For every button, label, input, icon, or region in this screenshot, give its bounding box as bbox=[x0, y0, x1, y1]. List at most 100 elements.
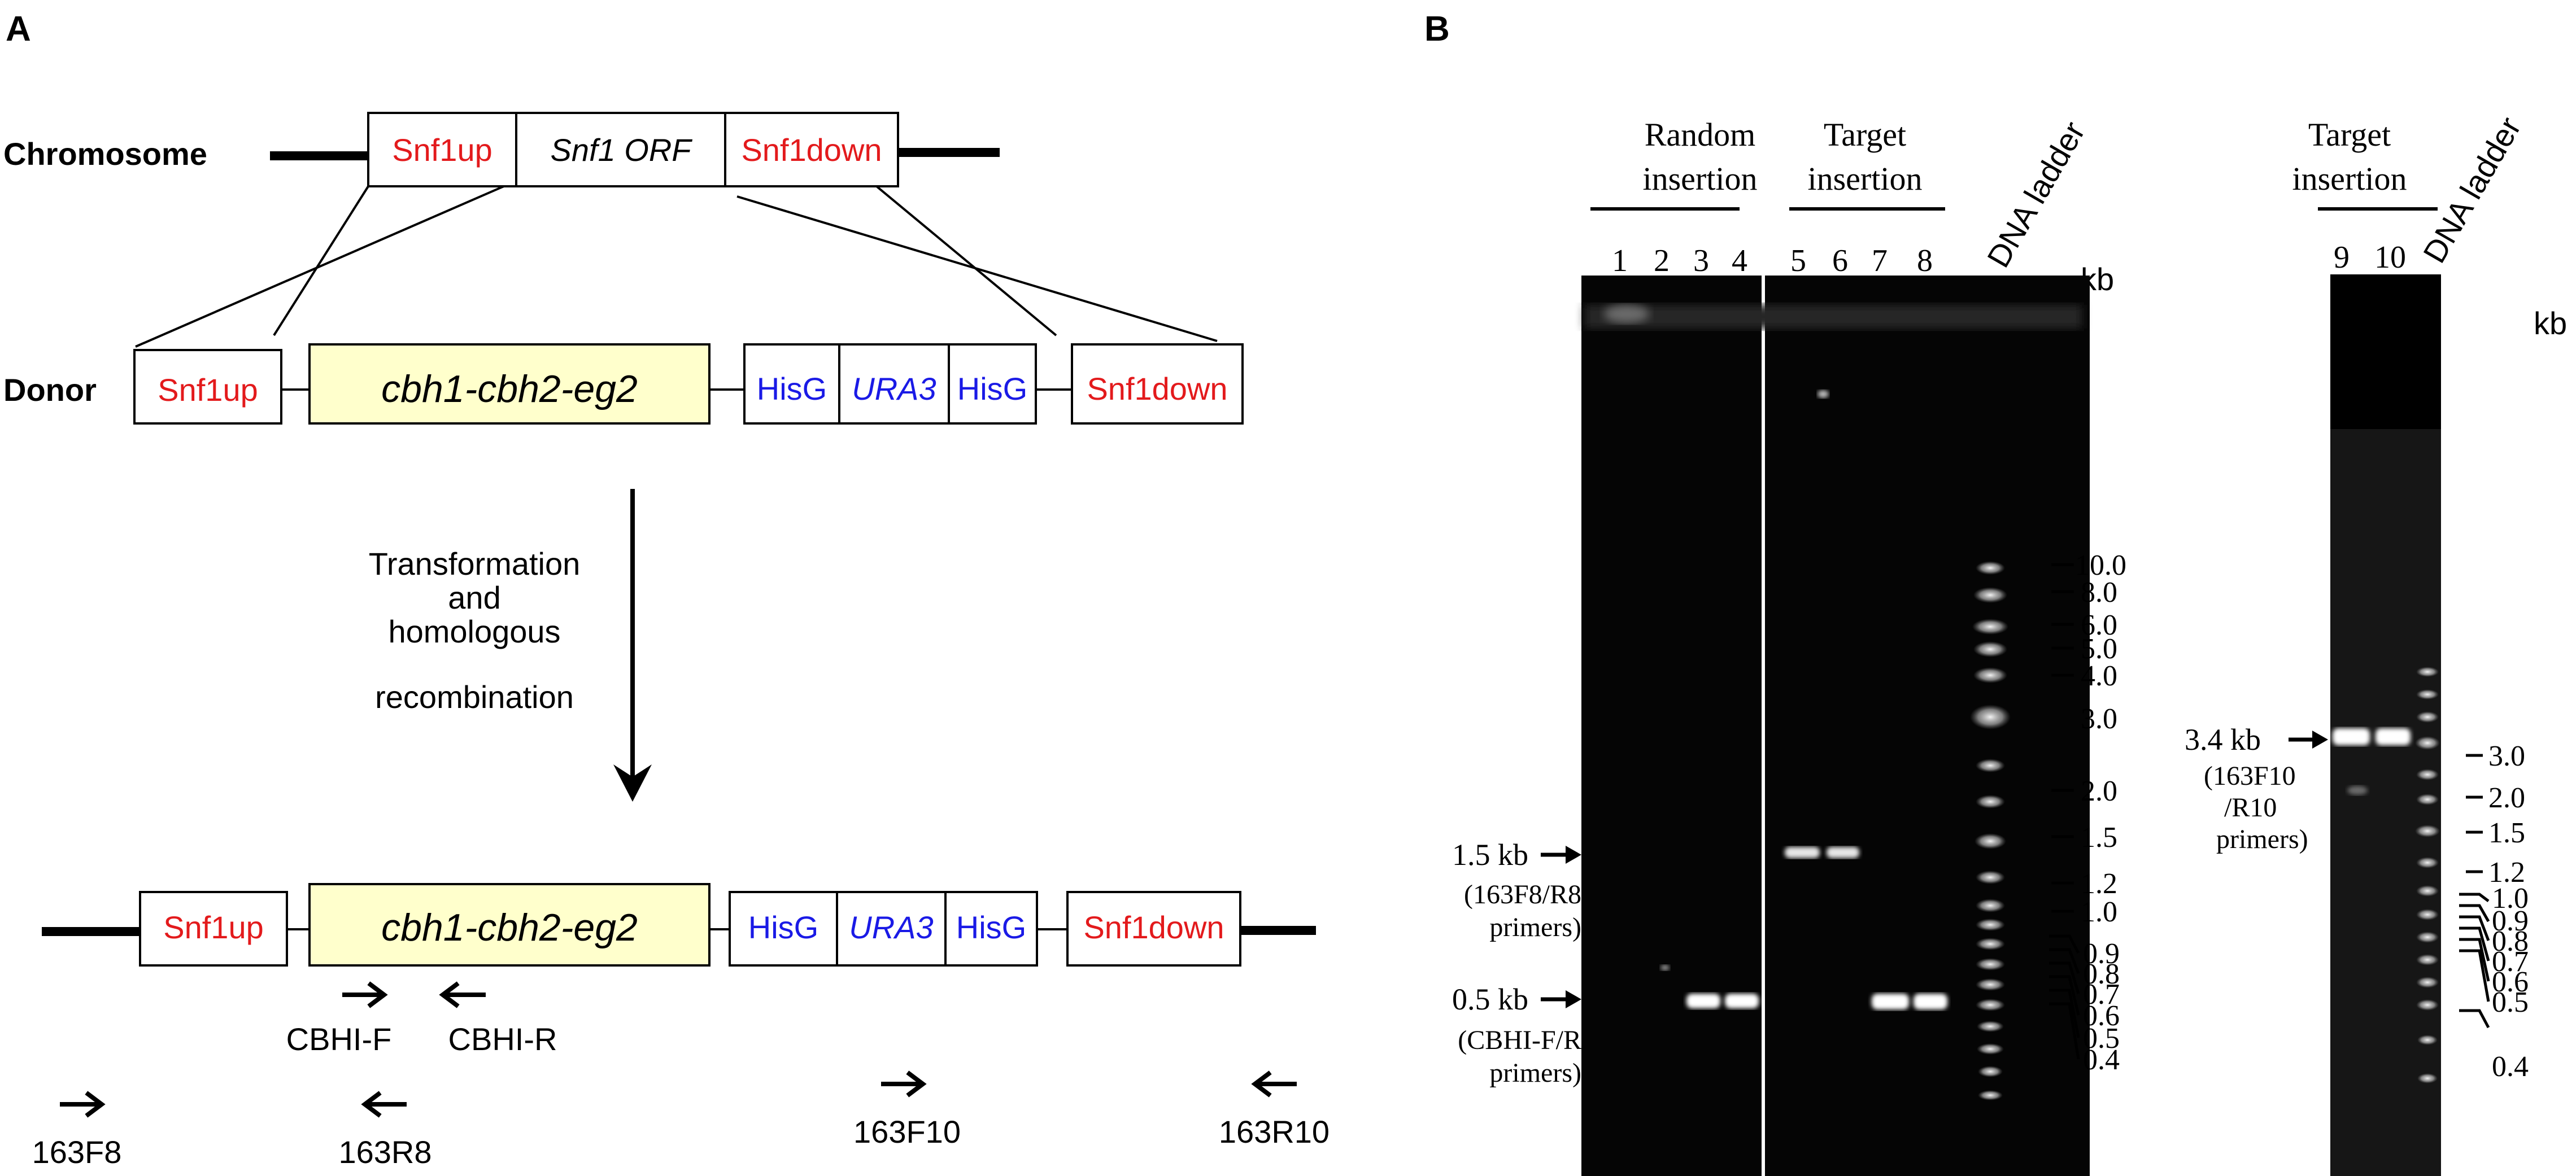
gel2-marker-0.5: 0.5 bbox=[2492, 986, 2529, 1018]
result-box-cassette bbox=[308, 883, 711, 967]
gel1-marker-6.0: 6.0 bbox=[2081, 609, 2117, 641]
band-lane-7-0.5kb bbox=[1872, 994, 1909, 1009]
gel2-marker-1.0: 1.0 bbox=[2492, 882, 2529, 915]
result-hisg-2-text: HisG bbox=[956, 910, 1026, 945]
gel2-marker-0.6: 0.6 bbox=[2492, 966, 2529, 998]
chromosome-snf1up-text: Snf1up bbox=[392, 132, 492, 168]
caption-line-3: homologous bbox=[388, 614, 560, 649]
primer-163r8-arrow bbox=[361, 1091, 407, 1118]
result-cassette-text: cbh1-cbh2-eg2 bbox=[381, 906, 638, 949]
gel2-group-header: Target insertion bbox=[2292, 116, 2438, 211]
gel1-marker-0.9: 0.9 bbox=[2083, 938, 2120, 970]
panel-a: A Chromosome Snf1up Snf1 ORF Snf1down Do… bbox=[3, 10, 1330, 1170]
annotation-1.5kb-primers-2: primers) bbox=[1489, 912, 1581, 942]
result-box-snf1down bbox=[1066, 891, 1241, 967]
gel2-marker-1.2: 1.2 bbox=[2488, 856, 2525, 889]
gel1-marker-8.0: 8.0 bbox=[2081, 576, 2117, 609]
gel2-unit-label: kb bbox=[2534, 305, 2567, 341]
gel2-marker-3.0: 3.0 bbox=[2488, 740, 2525, 772]
band-lane-5-1.5kb bbox=[1785, 847, 1820, 858]
annotation-3.4kb-primers-3: primers) bbox=[2216, 824, 2308, 854]
gel1-marker-3.0: 3.0 bbox=[2081, 703, 2117, 735]
lane-10-number: 10 bbox=[2374, 240, 2406, 275]
donor-box-snf1down bbox=[1071, 343, 1244, 425]
transformation-arrow bbox=[613, 489, 652, 802]
gel1-marker-0.7: 0.7 bbox=[2083, 978, 2120, 1011]
donor-box-hisg-2 bbox=[948, 343, 1037, 425]
result-hisg-1-text: HisG bbox=[748, 910, 818, 945]
primer-cbhi-r-arrow bbox=[439, 981, 486, 1008]
caption-line-2: and bbox=[448, 580, 500, 615]
panel-b-label: B bbox=[1424, 10, 1450, 49]
caption-line-4: recombination bbox=[375, 679, 574, 715]
annotation-3.4kb-size: 3.4 kb bbox=[2185, 723, 2261, 757]
lane-2-number: 2 bbox=[1654, 243, 1670, 278]
primer-arrows bbox=[60, 981, 1297, 1118]
result-snf1down-text: Snf1down bbox=[1083, 910, 1224, 945]
gel1-band-annotations: 1.5 kb (163F8/R8 primers) 0.5 kb (CBHI-F… bbox=[1452, 838, 1581, 1088]
gel1-marker-0.5: 0.5 bbox=[2083, 1022, 2120, 1055]
gel2-marker-0.7: 0.7 bbox=[2492, 946, 2529, 978]
result-snf1up-text: Snf1up bbox=[163, 910, 264, 945]
result-box-hisg-2 bbox=[944, 891, 1038, 967]
gel2-target-insertion-line-2: insertion bbox=[2292, 160, 2407, 197]
lane-8-number: 8 bbox=[1917, 243, 1933, 278]
gel2-marker-0.9: 0.9 bbox=[2492, 905, 2529, 937]
result-box-ura3 bbox=[836, 891, 947, 967]
result-ura3-text: URA3 bbox=[849, 910, 933, 945]
target-insertion-line-1: Target bbox=[1824, 116, 1906, 153]
gel1-marker-0.6: 0.6 bbox=[2083, 1000, 2120, 1032]
gel1-ladder-label: DNA ladder bbox=[1980, 115, 2092, 273]
annotation-3.4kb-primers-2: /R10 bbox=[2224, 793, 2277, 823]
lane-7-number: 7 bbox=[1872, 243, 1888, 278]
gel1-image bbox=[1581, 276, 2090, 1176]
band-lane-9-3.4kb bbox=[2333, 728, 2370, 745]
gel2-size-markers: 3.0 2.0 1.5 1.2 1.0 0.9 0.8 0.7 0.6 0.5 … bbox=[2459, 740, 2529, 1083]
gel2-marker-0.4: 0.4 bbox=[2492, 1051, 2529, 1083]
gel1-size-markers: 10.0 8.0 6.0 5.0 4.0 3.0 2.0 1.5 1.2 1.0… bbox=[2049, 549, 2126, 1076]
gel1-group-headers: Random insertion Target insertion bbox=[1590, 116, 1945, 211]
gel1-lane-numbers: 1 2 3 4 5 6 7 8 bbox=[1612, 243, 1933, 278]
donor-box-snf1up bbox=[133, 349, 282, 425]
lane-1-number: 1 bbox=[1612, 243, 1628, 278]
random-insertion-line-2: insertion bbox=[1643, 160, 1758, 197]
primer-cbhi-f-arrow bbox=[342, 981, 388, 1008]
annotation-0.5kb-primers-2: primers) bbox=[1489, 1058, 1581, 1088]
gel2-target-insertion-line-1: Target bbox=[2308, 116, 2391, 153]
chromosome-box-orf bbox=[515, 112, 726, 187]
donor-construct: Donor Snf1up cbh1-cbh2-eg2 HisG URA3 His… bbox=[3, 343, 1244, 425]
chromosome-label: Chromosome bbox=[3, 136, 207, 172]
annotation-0.5kb-size: 0.5 kb bbox=[1452, 982, 1528, 1016]
band-lane-4-0.5kb bbox=[1725, 994, 1759, 1008]
primer-163f8-arrow bbox=[60, 1091, 106, 1118]
donor-cassette-text: cbh1-cbh2-eg2 bbox=[381, 368, 638, 410]
donor-ura3-text: URA3 bbox=[852, 371, 936, 406]
chromosome-snf1down-text: Snf1down bbox=[741, 132, 882, 168]
lane-3-number: 3 bbox=[1693, 243, 1709, 278]
primer-163r10-label: 163R10 bbox=[1219, 1114, 1330, 1149]
primer-labels: CBHI-F CBHI-R 163F8 163R8 163F10 163R10 bbox=[32, 1021, 1330, 1170]
band-lane-3-0.5kb bbox=[1686, 994, 1720, 1008]
primer-163f8-label: 163F8 bbox=[32, 1134, 122, 1170]
panel-b: B Random insertion Target insertion 1 2 … bbox=[1424, 10, 2567, 1176]
chromosome-orf-text: Snf1 ORF bbox=[551, 132, 693, 168]
gel1-marker-4.0: 4.0 bbox=[2081, 660, 2117, 692]
donor-snf1down-text: Snf1down bbox=[1087, 371, 1227, 406]
gel2-marker-0.8: 0.8 bbox=[2492, 925, 2529, 958]
donor-box-hisg-1 bbox=[743, 343, 840, 425]
donor-hisg-1-text: HisG bbox=[757, 371, 827, 406]
chromosome-construct: Chromosome Snf1up Snf1 ORF Snf1down bbox=[3, 112, 1000, 187]
result-box-snf1up bbox=[139, 891, 288, 967]
band-lane-6-1.5kb bbox=[1827, 847, 1859, 858]
donor-hisg-2-text: HisG bbox=[957, 371, 1027, 406]
annotation-0.5kb-primers-1: (CBHI-F/R bbox=[1458, 1025, 1581, 1055]
transformation-caption: Transformation and homologous recombinat… bbox=[369, 546, 581, 715]
gel2-band-annotation: 3.4 kb (163F10 /R10 primers) bbox=[2185, 723, 2328, 854]
gel2-lane-numbers: 9 10 bbox=[2334, 240, 2406, 275]
chromosome-box-snf1down bbox=[724, 112, 899, 187]
target-insertion-line-2: insertion bbox=[1808, 160, 1923, 197]
panel-a-label: A bbox=[6, 10, 31, 49]
lane-6-number: 6 bbox=[1832, 243, 1848, 278]
primer-163r10-arrow bbox=[1251, 1070, 1297, 1098]
donor-box-ura3 bbox=[838, 343, 950, 425]
